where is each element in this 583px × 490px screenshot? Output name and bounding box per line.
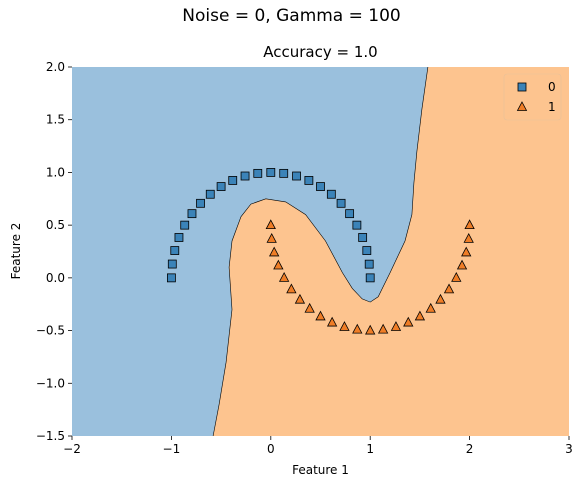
axes-title: Accuracy = 1.0 [263,43,378,61]
series-0-point-6 [336,198,346,208]
y-tick-label-3: 0.0 [46,271,65,285]
legend-marker-1 [516,101,528,111]
x-tick-label-0: −2 [63,442,81,456]
series-0-point-0 [365,273,375,283]
x-tick-label-4: 2 [466,442,474,456]
x-tick-label-2: 0 [267,442,275,456]
series-0-point-24 [166,273,176,283]
series-1-point-23 [463,232,474,243]
series-1-point-18 [435,293,446,304]
legend-label-1: 1 [548,100,556,114]
series-0-point-1 [364,259,374,269]
series-1-point-13 [377,323,389,334]
series-1-point-20 [451,272,462,282]
series-0-point-17 [205,189,215,199]
figure-suptitle: Noise = 0, Gamma = 100 [182,6,401,26]
series-1-point-16 [414,310,426,321]
x-tick-label-3: 1 [366,442,374,456]
y-tick-label-0: −1.5 [36,429,65,443]
x-axis-label: Feature 1 [292,463,349,477]
y-tick-label-6: 1.5 [46,113,65,127]
legend-label-0: 0 [548,80,556,94]
series-0-point-9 [304,176,314,185]
series-0-point-14 [240,171,250,181]
series-0-point-5 [345,209,355,219]
series-1-point-10 [339,321,350,331]
legend: 01 [503,73,562,121]
x-tick-label-1: −1 [163,442,181,456]
series-0-point-16 [216,182,226,191]
series-0-point-8 [316,182,325,191]
y-tick-label-7: 2.0 [46,60,65,74]
series-1-point-24 [464,219,475,230]
series-1-point-8 [315,310,326,321]
series-1-point-17 [425,302,436,313]
series-0-point-22 [170,246,180,255]
series-0-point-2 [362,246,372,255]
y-tick-label-2: −0.5 [36,324,65,338]
series-0-point-7 [326,189,336,199]
series-1-point-1 [266,232,277,243]
series-1-point-3 [273,259,284,270]
region-class-1 [213,67,569,436]
axes: −2 −1 0 1 2 3−1.5−1.0−0.50.00.51.01.52.0 [36,60,573,456]
series-0-point-4 [352,220,362,230]
series-1-point-6 [294,293,306,304]
series-0-point-20 [180,220,190,230]
decision-regions [72,67,569,436]
series-1-point-11 [352,323,363,334]
series-1-point-19 [443,283,455,294]
decision-boundary-line [212,67,429,436]
series-1-point-7 [304,302,315,313]
series-0-point-23 [167,259,177,269]
series-0-point-13 [253,168,263,178]
x-tick-label-5: 3 [565,442,573,456]
legend-marker-0 [517,82,527,92]
series-0-point-21 [174,233,184,242]
series-1-point-15 [403,316,414,327]
series-1-point-2 [269,246,280,257]
series-0-point-11 [279,168,289,178]
series-0-point-19 [187,209,197,219]
series-1-point-5 [286,283,297,294]
data-points [166,168,475,335]
series-1-point-0 [265,219,276,230]
y-tick-label-1: −1.0 [36,376,65,390]
series-1-point-4 [278,272,290,282]
y-tick-label-4: 0.5 [46,218,65,232]
series-1-point-9 [326,316,338,327]
series-0-point-10 [292,171,301,181]
series-1-point-14 [390,321,402,331]
series-1-point-12 [365,324,376,335]
series-0-point-18 [196,198,205,208]
series-1-point-22 [461,246,472,257]
series-0-point-15 [228,176,238,185]
series-0-point-12 [266,168,276,177]
series-0-point-3 [358,233,368,242]
series-1-point-21 [456,259,468,270]
y-tick-label-5: 1.0 [46,165,65,179]
